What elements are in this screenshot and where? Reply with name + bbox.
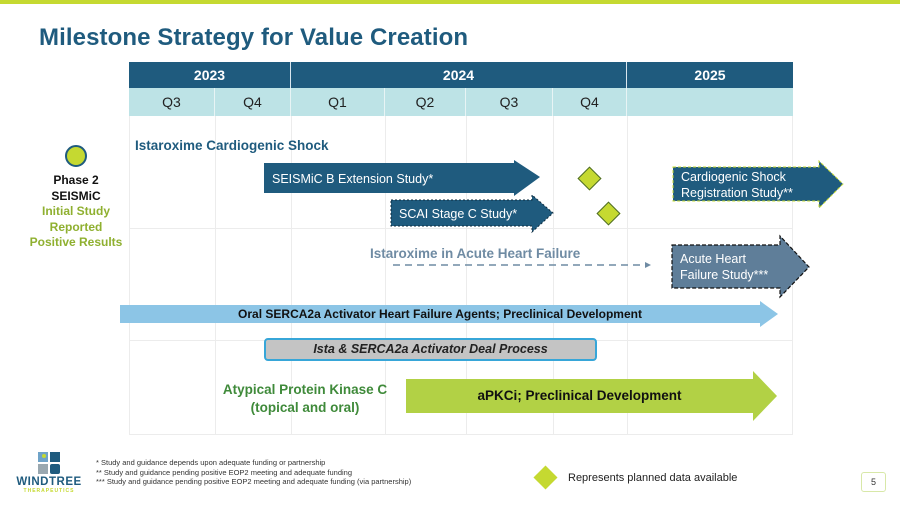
- arrow-shape-icon: [671, 234, 810, 299]
- positive-results-label: Positive Results: [29, 235, 123, 249]
- apkc-heading: Atypical Protein Kinase C (topical and o…: [205, 381, 405, 417]
- ahf-study-bar: Acute Heart Failure Study***: [671, 234, 810, 299]
- phase2-seismic-panel: Phase 2 SEISMiC Initial Study Reported P…: [20, 145, 132, 251]
- footnote-3: *** Study and guidance pending positive …: [96, 477, 412, 486]
- legend-label: Represents planned data available: [568, 471, 738, 484]
- logo-wordmark: WINDTREE: [16, 476, 82, 488]
- quarter-2025: [627, 88, 793, 116]
- milestone-circle-icon: [65, 145, 87, 167]
- grid-line: [129, 116, 130, 434]
- scai-label: SCAI Stage C Study*: [399, 207, 518, 221]
- grid-line: [385, 116, 386, 434]
- cs-registration-label-2: Registration Study**: [681, 186, 793, 200]
- arrow-shape-icon: [390, 193, 554, 234]
- phase2-label: Phase 2: [53, 173, 99, 187]
- ahf-dashed-connector: [393, 260, 653, 270]
- acute-heart-failure-heading: Istaroxime in Acute Heart Failure: [370, 246, 581, 261]
- arrow-shape-icon: [406, 371, 777, 421]
- footnotes: * Study and guidance depends upon adequa…: [96, 458, 411, 487]
- arrow-shape-icon: [264, 160, 540, 196]
- tree-logo-icon: [38, 452, 60, 474]
- oral-serca2a-bar: Oral SERCA2a Activator Heart Failure Age…: [120, 301, 778, 327]
- planned-data-diamond-icon: [577, 166, 602, 191]
- oral-serca2a-label: Oral SERCA2a Activator Heart Failure Age…: [238, 307, 642, 321]
- cardiogenic-shock-heading: Istaroxime Cardiogenic Shock: [135, 138, 329, 153]
- seismic-b-extension-bar: SEISMiC B Extension Study*: [264, 160, 540, 198]
- grid-line: [129, 228, 793, 229]
- grid-line: [215, 116, 216, 434]
- quarter-2023-q3: Q3: [129, 88, 215, 116]
- quarter-2024-q4: Q4: [553, 88, 627, 116]
- grid-line: [553, 116, 554, 434]
- footnote-2: ** Study and guidance pending positive E…: [96, 467, 353, 477]
- arrow-shape-icon: [672, 159, 844, 210]
- apkc-heading-2: (topical and oral): [250, 400, 360, 415]
- quarter-2023-q4: Q4: [215, 88, 291, 116]
- quarter-2024-q3: Q3: [466, 88, 553, 116]
- seismic-b-label: SEISMiC B Extension Study*: [272, 172, 434, 186]
- footnote-1: * Study and guidance depends upon adequa…: [96, 458, 326, 467]
- apkci-label: aPKCi; Preclinical Development: [477, 388, 682, 403]
- planned-data-diamond-icon: [596, 201, 621, 226]
- grid-line: [627, 116, 628, 434]
- ahf-study-label-2: Failure Study***: [680, 268, 769, 282]
- year-2024: 2024: [291, 62, 627, 88]
- windtree-logo: WINDTREE THERAPEUTICS: [14, 452, 84, 494]
- page-title: Milestone Strategy for Value Creation: [39, 24, 469, 51]
- seismic-label: SEISMiC: [51, 188, 101, 203]
- top-accent-bar: [0, 0, 900, 4]
- cs-registration-study-bar: Cardiogenic Shock Registration Study**: [672, 159, 844, 210]
- apkc-heading-1: Atypical Protein Kinase C: [222, 382, 388, 397]
- apkci-bar: aPKCi; Preclinical Development: [406, 371, 777, 421]
- ahf-study-label-1: Acute Heart: [680, 252, 747, 266]
- quarter-2024-q2: Q2: [385, 88, 466, 116]
- cs-registration-label-1: Cardiogenic Shock: [681, 170, 786, 184]
- year-2023: 2023: [129, 62, 291, 88]
- arrow-shape-icon: [120, 301, 778, 327]
- year-2025: 2025: [627, 62, 793, 88]
- grid-line: [129, 434, 793, 435]
- scai-stage-c-bar: SCAI Stage C Study*: [390, 193, 554, 234]
- reported-label: Reported: [49, 219, 103, 234]
- logo-subtitle: THERAPEUTICS: [23, 488, 75, 494]
- grid-line: [466, 116, 467, 434]
- legend-diamond-icon: [533, 465, 558, 490]
- grid-line: [291, 116, 292, 434]
- page-number: 5: [861, 472, 886, 492]
- initial-study-label: Initial Study: [41, 204, 110, 218]
- quarter-2024-q1: Q1: [291, 88, 385, 116]
- dashed-arrow-icon: [393, 262, 651, 268]
- deal-process-box: Ista & SERCA2a Activator Deal Process: [264, 338, 597, 361]
- legend: Represents planned data available: [533, 465, 738, 490]
